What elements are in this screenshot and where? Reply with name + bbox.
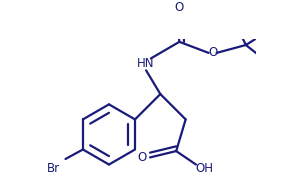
- Text: O: O: [138, 151, 147, 164]
- Text: O: O: [175, 1, 184, 14]
- Text: Br: Br: [47, 162, 60, 175]
- Text: O: O: [208, 46, 217, 59]
- Text: OH: OH: [196, 162, 214, 175]
- Text: HN: HN: [137, 57, 155, 71]
